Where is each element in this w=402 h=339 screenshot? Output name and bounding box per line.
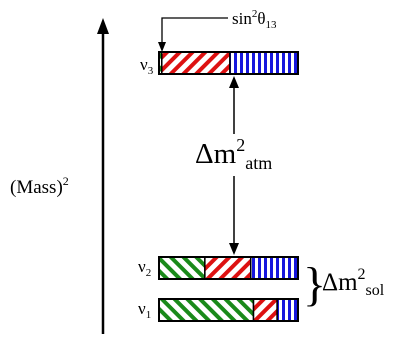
flavor-bar-nu2 xyxy=(158,256,299,280)
segment-tau xyxy=(229,51,299,75)
bar-outline xyxy=(158,256,299,280)
segment-electron xyxy=(158,298,255,322)
theta13-pointer-line xyxy=(161,17,228,48)
flavor-bar-nu3 xyxy=(158,51,299,75)
theta13-label: sin2θ13 xyxy=(232,8,277,31)
segment-muon xyxy=(252,298,278,322)
bar-outline xyxy=(158,51,299,75)
segment-muon xyxy=(204,256,252,280)
sol-splitting-label: Δm2sol xyxy=(322,266,385,299)
bar-outline xyxy=(158,298,299,322)
atm-arrow-down-icon xyxy=(229,243,239,255)
flavor-bar-nu1 xyxy=(158,298,299,322)
segment-electron xyxy=(158,256,206,280)
theta13-arrow-icon xyxy=(158,42,166,52)
mass-axis-label: (Mass)2 xyxy=(10,174,69,198)
state-label-nu1: ν1 xyxy=(138,299,151,321)
atm-splitting-label: Δm2atm xyxy=(195,135,272,173)
segment-tau xyxy=(249,256,299,280)
segment-muon xyxy=(161,51,231,75)
mass-axis-arrow-icon xyxy=(97,18,109,34)
segment-tau xyxy=(276,298,299,322)
sol-brace-icon: } xyxy=(303,258,326,311)
state-label-nu2: ν2 xyxy=(138,257,151,279)
atm-arrow-up-icon xyxy=(229,76,239,88)
state-label-nu3: ν3 xyxy=(140,55,154,77)
